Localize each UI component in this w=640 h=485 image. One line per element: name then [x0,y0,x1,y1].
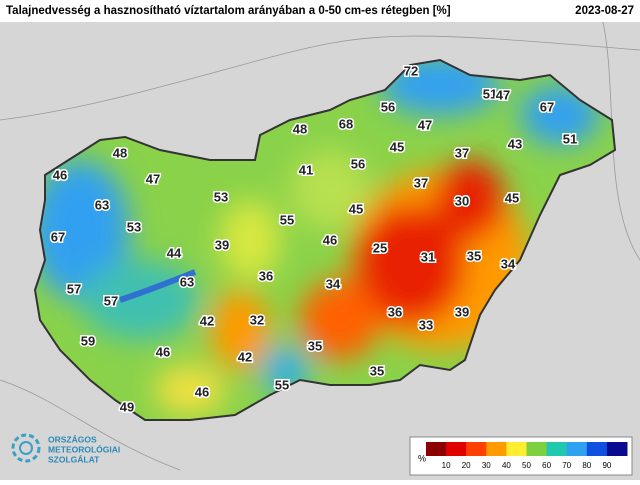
station-value: 44 [167,245,182,260]
station-value: 47 [146,171,160,186]
station-value: 68 [339,116,353,131]
station-value: 48 [293,121,307,136]
legend-tick-label: 90 [602,461,611,470]
station-value: 51 [483,86,497,101]
legend-unit: % [418,453,426,463]
station-value: 57 [104,293,118,308]
station-value: 30 [455,193,469,208]
station-value: 31 [421,249,435,264]
station-value: 34 [501,256,516,271]
station-value: 53 [127,219,141,234]
legend-tick-label: 40 [502,461,511,470]
legend-swatch [566,442,588,456]
legend-tick-label: 70 [562,461,571,470]
legend-swatch [486,442,507,456]
station-value: 33 [419,317,433,332]
station-value: 67 [540,99,554,114]
legend-tick-label: 60 [542,461,551,470]
legend-tick-label: 50 [522,461,531,470]
station-value: 56 [351,156,365,171]
station-value: 37 [455,145,469,160]
date: 2023-08-27 [575,5,634,17]
station-value: 47 [418,117,432,132]
station-value: 63 [180,274,194,289]
station-value: 25 [373,240,387,255]
legend-tick-label: 80 [582,461,591,470]
station-value: 42 [200,313,214,328]
station-value: 42 [238,349,252,364]
logo-text: METEOROLÓGIAI [48,443,120,454]
legend-tick-label: 30 [482,461,491,470]
station-value: 36 [388,304,402,319]
legend-swatch [606,442,628,456]
station-value: 36 [259,268,273,283]
station-value: 55 [280,212,294,227]
station-value: 67 [51,229,65,244]
station-value: 45 [505,190,519,205]
station-value: 35 [467,248,481,263]
logo-text: ORSZÁGOS [48,434,97,444]
lake [119,269,197,303]
station-value: 45 [390,139,404,154]
legend-swatch [466,442,487,456]
legend-swatch [586,442,608,456]
station-value: 56 [381,99,395,114]
station-value: 63 [95,197,109,212]
legend-swatch [446,442,467,456]
station-value: 45 [349,201,363,216]
station-value: 43 [508,136,522,151]
station-value: 39 [215,237,229,252]
station-value: 46 [156,344,170,359]
legend-swatch [526,442,548,456]
legend-tick-label: 10 [442,461,451,470]
legend-swatch [506,442,527,456]
station-value: 46 [195,384,209,399]
station-value: 32 [250,312,264,327]
station-value: 72 [404,63,418,78]
header-bar [0,0,640,22]
station-value: 53 [214,189,228,204]
station-value: 34 [326,276,341,291]
legend-tick-label: 20 [462,461,471,470]
station-value: 46 [53,167,67,182]
station-value: 48 [113,145,127,160]
station-value: 47 [496,87,510,102]
station-value: 51 [563,131,577,146]
logo-text: SZOLGÁLAT [48,454,100,464]
station-value: 35 [370,363,384,378]
station-value: 39 [455,304,469,319]
station-value: 49 [120,399,134,414]
station-value: 59 [81,333,95,348]
station-value: 57 [67,281,81,296]
station-value: 35 [308,338,322,353]
title: Talajnedvesség a hasznosítható víztartal… [6,5,451,17]
station-value: 41 [299,162,313,177]
station-value: 37 [414,175,428,190]
legend-swatch [546,442,568,456]
station-value: 55 [275,377,289,392]
station-value: 46 [323,232,337,247]
legend-swatch [426,442,447,456]
